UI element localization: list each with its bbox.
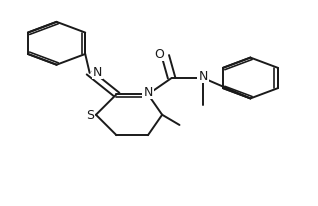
Text: S: S bbox=[86, 109, 94, 122]
Text: N: N bbox=[93, 66, 102, 78]
Text: N: N bbox=[198, 70, 208, 83]
Text: O: O bbox=[154, 48, 164, 61]
Text: N: N bbox=[143, 86, 153, 99]
